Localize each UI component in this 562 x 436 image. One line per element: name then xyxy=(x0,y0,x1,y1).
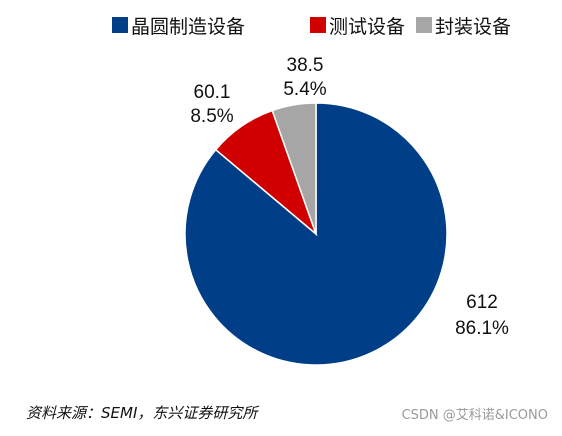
data-label-percent-0: 86.1% xyxy=(455,318,509,339)
data-label-value-2: 38.5 xyxy=(287,55,324,76)
legend-label-0: 晶圆制造设备 xyxy=(131,16,245,38)
legend-label-2: 封装设备 xyxy=(435,16,511,38)
legend-swatch-2 xyxy=(416,17,432,33)
legend-label-1: 测试设备 xyxy=(329,16,405,38)
data-label-percent-2: 5.4% xyxy=(283,79,326,100)
data-label-percent-1: 8.5% xyxy=(190,106,233,127)
data-label-value-0: 612 xyxy=(466,292,498,313)
data-label-value-1: 60.1 xyxy=(194,82,231,103)
source-note: 资料来源：SEMI，东兴证券研究所 xyxy=(26,404,258,422)
pie-slice-2 xyxy=(271,102,317,235)
legend-swatch-0 xyxy=(112,17,128,33)
watermark: CSDN @艾科诺&ICONO xyxy=(401,408,548,423)
legend-swatch-1 xyxy=(310,17,326,33)
